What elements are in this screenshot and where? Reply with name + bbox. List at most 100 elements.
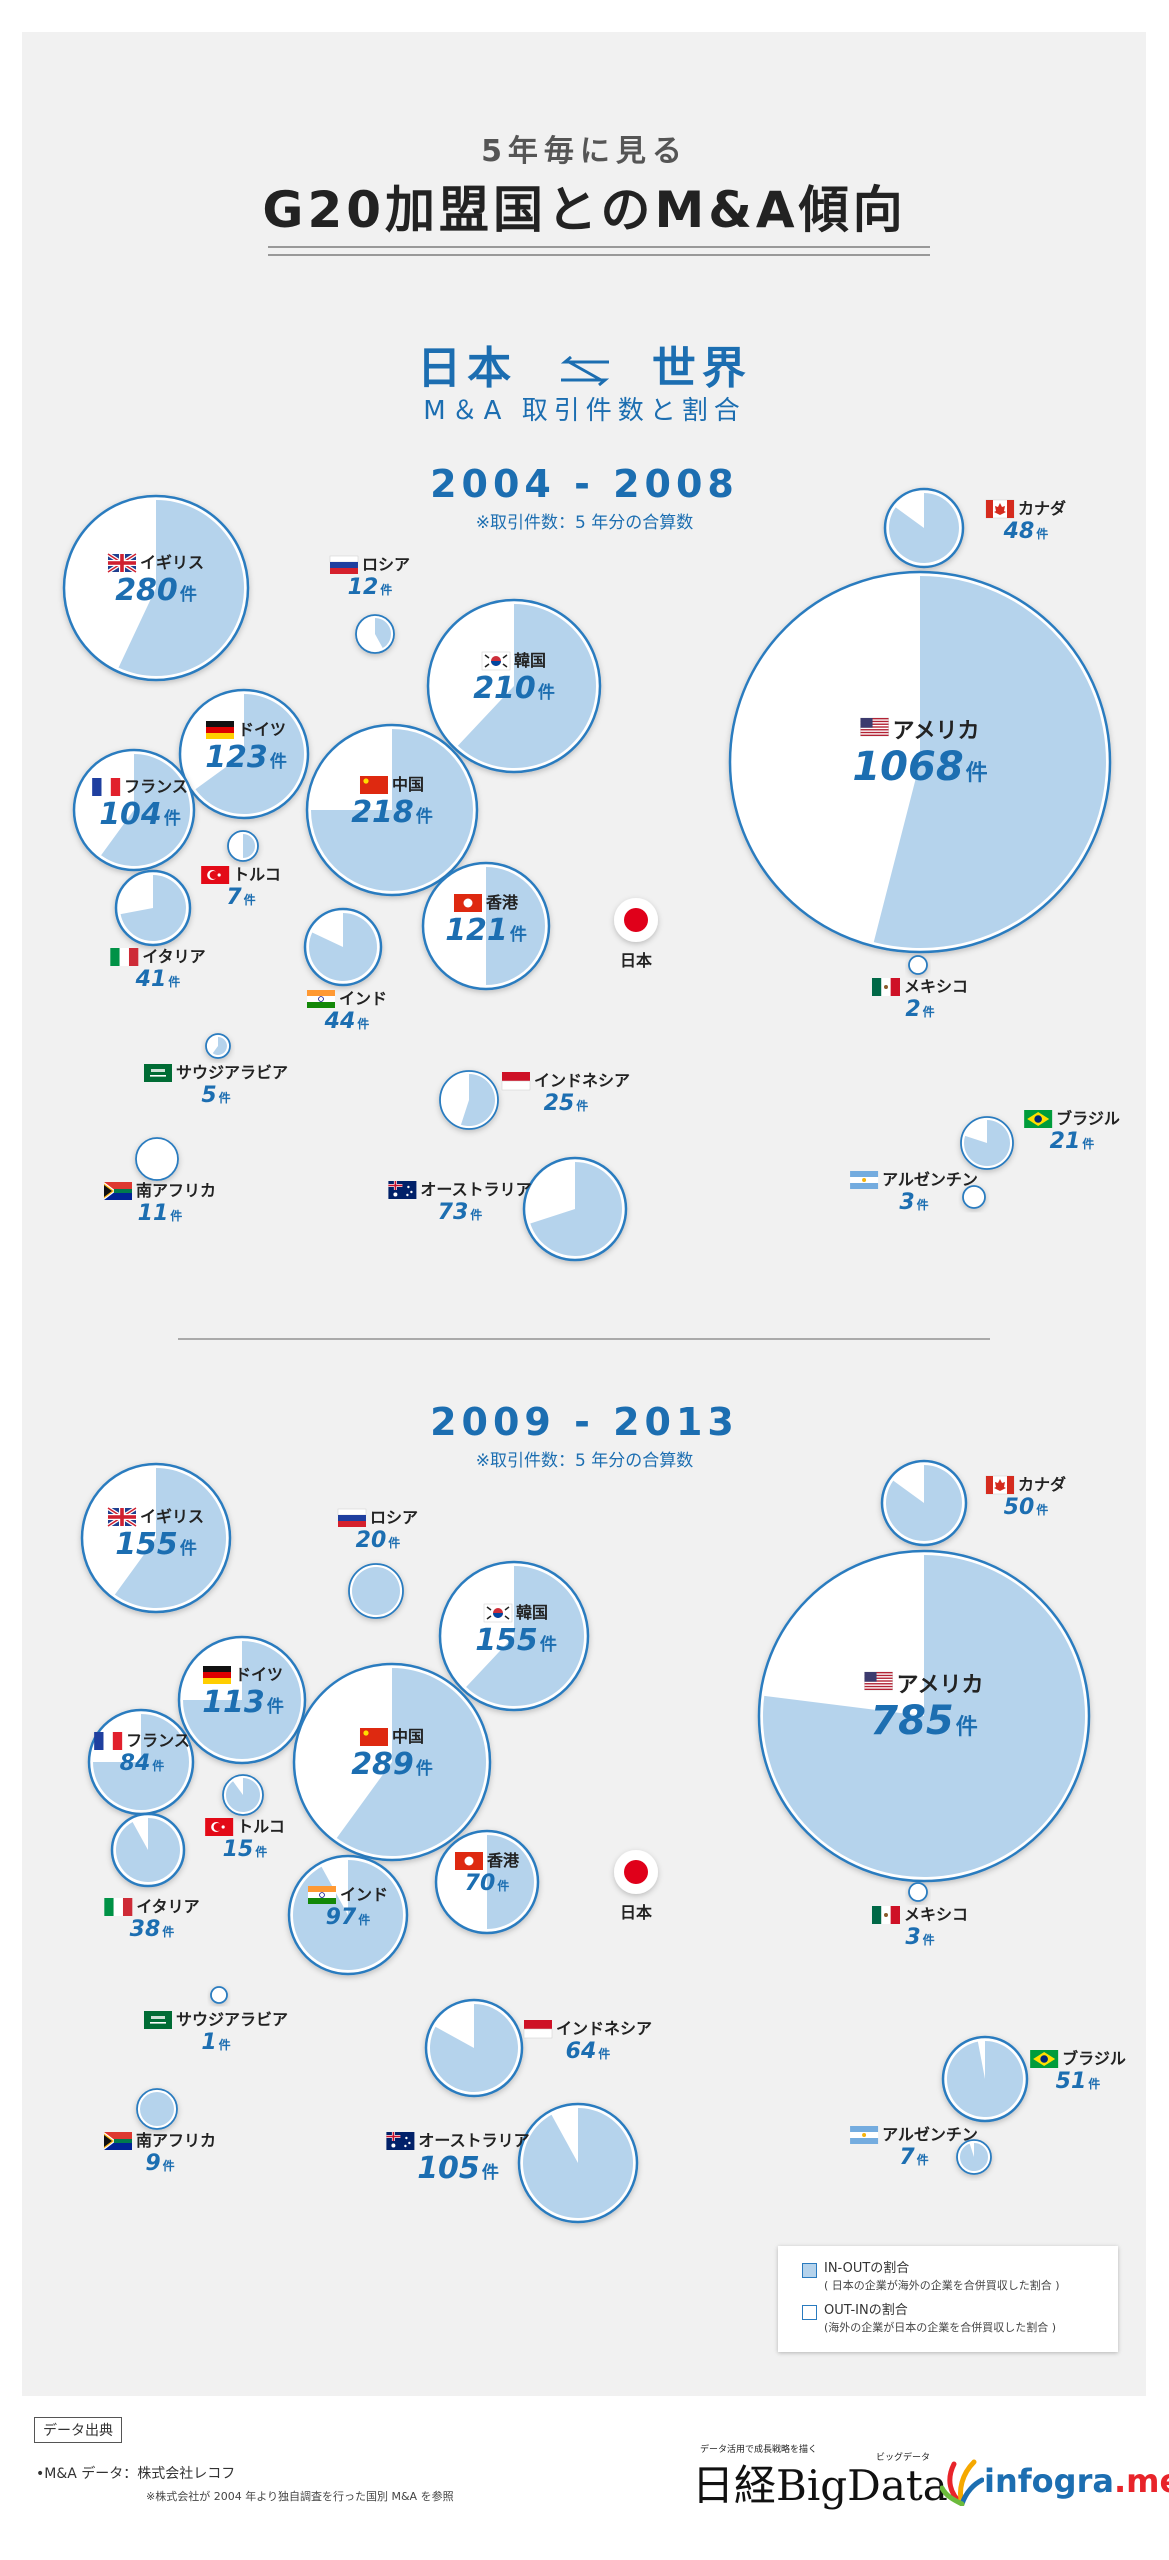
korea-count-value: 155 (475, 1623, 538, 1658)
italy-in-out-slice (120, 875, 186, 941)
canada-name: カナダ (1018, 499, 1066, 518)
argentina-flag-icon (850, 1171, 879, 1189)
germany-count-value: 123 (205, 740, 268, 775)
korea-bubble (438, 1560, 590, 1712)
hong-kong-name: 香港 (485, 893, 519, 912)
russia-bubble (348, 1563, 404, 1619)
saudi-arabia-flag-icon (143, 2011, 172, 2029)
china-count-unit: 件 (416, 806, 433, 827)
russia-count-unit: 件 (388, 1535, 400, 1550)
hong-kong-count: 121 件 (445, 913, 527, 948)
nikkei-bigdata-tagline: データ活用で成長戦略を描く (700, 2445, 818, 2455)
mexico-count-unit: 件 (923, 1932, 935, 1947)
brazil-in-out-slice (947, 2041, 1024, 2117)
brazil-flag-icon (1030, 2050, 1059, 2068)
indonesia-flag-icon (501, 1072, 531, 1091)
mexico-out-in-slice (908, 955, 928, 975)
mexico-bubble (908, 955, 928, 975)
period-note-2: ※取引件数：5 年分の合算数 (475, 1451, 694, 1471)
china-count-value: 289 (351, 1747, 414, 1782)
period-title-1: 2004 - 2008 (430, 462, 739, 506)
uk-count-unit: 件 (180, 584, 197, 605)
saudi-arabia-count-value: 1 (201, 2030, 216, 2055)
saudi-arabia-out-in-slice (210, 1986, 228, 2004)
south-africa-count: 11 件 (138, 1201, 183, 1226)
italy-in-out-slice (115, 1818, 180, 1882)
uk-count-value: 280 (115, 573, 178, 608)
uk-name: イギリス (140, 553, 204, 572)
turkey-count-unit: 件 (244, 892, 256, 907)
legend: IN-OUTの割合 ( 日本の企業が海外の企業を合併買収した割合 ) OUT-I… (778, 2246, 1118, 2352)
japan-label: 日本 (620, 1903, 652, 1922)
australia-count-value: 73 (438, 1200, 469, 1225)
south-africa-name: 南アフリカ (136, 1181, 216, 1200)
india-name: インド (340, 1885, 388, 1904)
usa-count-value: 785 (870, 1698, 954, 1744)
brazil-bubble (960, 1116, 1014, 1170)
japan-marker: 日本 (614, 898, 658, 970)
china-in-out-slice (311, 729, 473, 891)
indonesia-bubble (424, 1998, 524, 2098)
uk-name: イギリス (140, 1507, 204, 1526)
argentina-out-in-slice (962, 1185, 986, 1209)
canada-count-unit: 件 (1036, 1502, 1048, 1517)
south-africa-in-out-slice (140, 2092, 174, 2126)
china-count-value: 218 (351, 795, 414, 830)
mexico-bubble (908, 1882, 928, 1902)
germany-count-unit: 件 (270, 751, 287, 772)
canada-flag-icon (985, 1475, 1015, 1495)
argentina-flag-icon (850, 2126, 879, 2144)
turkey-name: トルコ (237, 1817, 285, 1836)
turkey-name: トルコ (233, 865, 281, 884)
russia-in-out-slice (352, 1567, 400, 1615)
canada-count-value: 48 (1003, 519, 1035, 544)
japan-world-left: 日本 (417, 343, 518, 394)
turkey-count-value: 15 (223, 1837, 254, 1862)
section-divider (178, 1338, 990, 1340)
south-africa-count-unit: 件 (170, 1208, 182, 1223)
russia-count-value: 12 (348, 575, 379, 600)
australia-in-out-slice (530, 1162, 622, 1256)
hong-kong-in-out-slice (487, 1835, 534, 1929)
indonesia-bubble (439, 1070, 499, 1130)
mexico-flag-icon (871, 978, 900, 996)
brazil-in-out-slice (963, 1120, 1011, 1166)
argentina-bubble (962, 1185, 986, 1209)
usa-flag-icon (860, 717, 889, 737)
south-africa-count-unit: 件 (163, 2158, 175, 2173)
source-note: ※株式会社が 2004 年より独自調査を行った国別 M&A を参照 (146, 2490, 454, 2503)
mexico-name: メキシコ (904, 1905, 968, 1924)
japan-world-right: 世界 (651, 343, 752, 394)
uk-flag-icon (106, 1506, 138, 1528)
mexico-count-value: 3 (905, 1925, 920, 1950)
china-flag-icon (359, 776, 388, 794)
saudi-arabia-count-unit: 件 (219, 2037, 231, 2052)
india-count-unit: 件 (357, 1016, 369, 1031)
indonesia-count: 64 件 (566, 2039, 611, 2064)
germany-bubble (177, 1635, 307, 1765)
russia-count-value: 20 (356, 1528, 387, 1553)
india-name: インド (339, 989, 387, 1008)
russia-flag-icon (337, 1508, 367, 1527)
france-count-unit: 件 (164, 808, 181, 829)
australia-name: オーストラリア (418, 2131, 529, 2150)
south-africa-out-in-slice (135, 1137, 179, 1181)
south-africa-count-value: 9 (145, 2151, 160, 2176)
germany-name: ドイツ (238, 720, 286, 739)
south-africa-bubble (135, 1137, 179, 1181)
india-bubble (303, 907, 383, 987)
france-in-out-slice (101, 754, 190, 867)
italy-name: イタリア (136, 1897, 199, 1916)
argentina-name: アルゼンチン (882, 2125, 978, 2144)
italy-bubble (110, 1812, 186, 1888)
